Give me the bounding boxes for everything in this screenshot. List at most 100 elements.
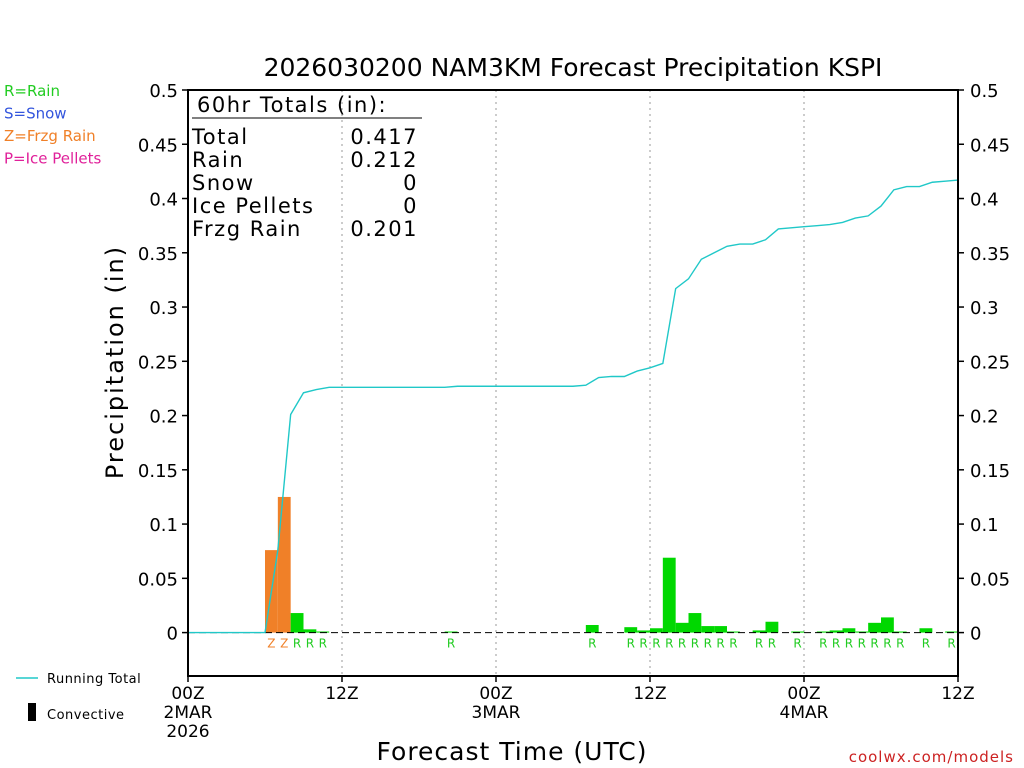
totals-box: 60hr Totals (in): Total 0.417 Rain 0.212 Sno…	[191, 93, 422, 241]
bottom-legend-label: Running Total	[47, 672, 141, 687]
precip-bar-6	[585, 624, 599, 633]
totals-label: Total	[191, 125, 249, 149]
type-marker-26: R	[922, 637, 930, 651]
y-tick-label-left: 0.25	[138, 352, 178, 373]
precip-bar-7	[624, 627, 638, 633]
y-tick-label-left: 0.3	[149, 298, 178, 319]
y-tick-label-right: 0.1	[970, 515, 999, 536]
y-axis-right: 0.5 0.45 0.4 0.35 0.3 0.25 0.2 0.15 0.1 0.05 0	[958, 81, 1010, 645]
precip-bar-14	[714, 626, 727, 633]
type-marker-4: R	[319, 637, 327, 651]
type-marker-24: R	[883, 637, 891, 651]
type-marker-10: R	[665, 637, 673, 651]
y-axis-left: 0.5 0.45 0.4 0.35 0.3 0.25 0.2 0.15 0.1 0.05 0	[138, 81, 188, 645]
precip-bar-19	[816, 631, 830, 633]
type-marker-8: R	[639, 637, 647, 651]
totals-label: Rain	[192, 148, 244, 172]
precip-bars	[265, 496, 958, 633]
totals-value: 0.212	[350, 148, 418, 172]
precip-bar-10	[662, 557, 676, 633]
precip-bar-11	[675, 622, 689, 633]
y-tick-label-left: 0.5	[149, 81, 178, 102]
y-tick-label-right: 0.3	[970, 298, 999, 319]
totals-title: 60hr Totals (in):	[197, 93, 387, 117]
type-marker-9: R	[652, 637, 660, 651]
y-tick-label-right: 0.35	[970, 244, 1010, 265]
y-tick-label-left: 0.4	[149, 190, 178, 211]
y-tick-label-right: 0.25	[970, 352, 1010, 373]
precip-bar-8	[637, 630, 650, 633]
y-tick-label-left: 0	[167, 624, 178, 645]
precip-bar-12	[688, 613, 702, 633]
precip-bar-23	[868, 622, 881, 633]
precip-bar-13	[701, 626, 715, 633]
x-tick-label: 00Z	[171, 684, 204, 704]
plot-frame	[187, 89, 959, 677]
y-tick-label-left: 0.35	[138, 244, 178, 265]
y-axis-label: Precipitation (in)	[101, 245, 129, 479]
y-tick-label-left: 0.2	[149, 407, 178, 428]
precip-bar-27	[945, 631, 958, 633]
type-marker-0: Z	[267, 637, 275, 651]
precip-bar-17	[765, 621, 779, 633]
type-marker-22: R	[858, 637, 866, 651]
y-tick-label-left: 0.1	[149, 515, 178, 536]
precip-bar-1	[277, 496, 291, 633]
y-tick-label-right: 0.2	[970, 407, 999, 428]
type-legend-item: R=Rain	[4, 82, 60, 100]
type-legend-item: Z=Frzg Rain	[4, 127, 96, 145]
type-marker-18: R	[793, 637, 801, 651]
precip-bar-16	[752, 630, 766, 633]
precip-bar-2	[290, 613, 304, 633]
precip-bar-26	[919, 628, 933, 633]
x-axis-label: Forecast Time (UTC)	[377, 737, 648, 766]
totals-rows: Total 0.417 Rain 0.212 Snow 0 Ice Pellets 0 Frzg…	[191, 125, 418, 241]
y-tick-label-left: 0.15	[138, 461, 178, 482]
x-tick-label: 12Z	[325, 684, 358, 704]
bottom-legend: Running Total Convective	[16, 672, 141, 723]
x-tick-year: 2026	[166, 722, 209, 742]
y-tick-label-right: 0.15	[970, 461, 1010, 482]
precip-bar-25	[893, 631, 907, 633]
precip-bar-5	[444, 631, 458, 633]
y-tick-label-right: 0.05	[970, 569, 1010, 590]
x-tick-label: 12Z	[941, 684, 974, 704]
precip-bar-15	[727, 631, 740, 633]
totals-value: 0.417	[350, 125, 418, 149]
precip-bar-22	[855, 631, 869, 633]
y-tick-label-left: 0.05	[138, 569, 178, 590]
x-tick-label: 00Z	[479, 684, 512, 704]
type-marker-15: R	[729, 637, 737, 651]
type-legend-item: S=Snow	[4, 105, 67, 123]
type-marker-14: R	[716, 637, 724, 651]
precip-bar-24	[881, 617, 894, 633]
type-marker-19: R	[819, 637, 827, 651]
totals-value: 0.201	[350, 217, 418, 241]
x-tick-date: 4MAR	[780, 703, 829, 723]
type-marker-20: R	[832, 637, 840, 651]
type-marker-21: R	[845, 637, 853, 651]
type-legend-item: P=Ice Pellets	[4, 150, 101, 168]
type-marker-12: R	[691, 637, 699, 651]
type-marker-13: R	[704, 637, 712, 651]
type-marker-7: R	[627, 637, 635, 651]
x-tick-label: 00Z	[787, 684, 820, 704]
x-tick-date: 3MAR	[472, 703, 521, 723]
bottom-legend-label: Convective	[47, 708, 125, 723]
grid-lines	[341, 90, 805, 676]
type-marker-27: R	[947, 637, 955, 651]
x-tick-date: 2MAR	[164, 703, 213, 723]
totals-value: 0	[403, 171, 418, 195]
totals-label: Frzg Rain	[192, 217, 302, 241]
type-marker-23: R	[870, 637, 878, 651]
totals-label: Ice Pellets	[192, 194, 314, 218]
precip-bar-3	[303, 629, 317, 633]
y-tick-label-right: 0.4	[970, 190, 999, 211]
precip-bar-20	[829, 630, 843, 633]
chart-title: 2026030200 NAM3KM Forecast Precipitation…	[264, 53, 883, 82]
type-marker-16: R	[755, 637, 763, 651]
footer-credit: coolwx.com/models	[849, 748, 1014, 766]
